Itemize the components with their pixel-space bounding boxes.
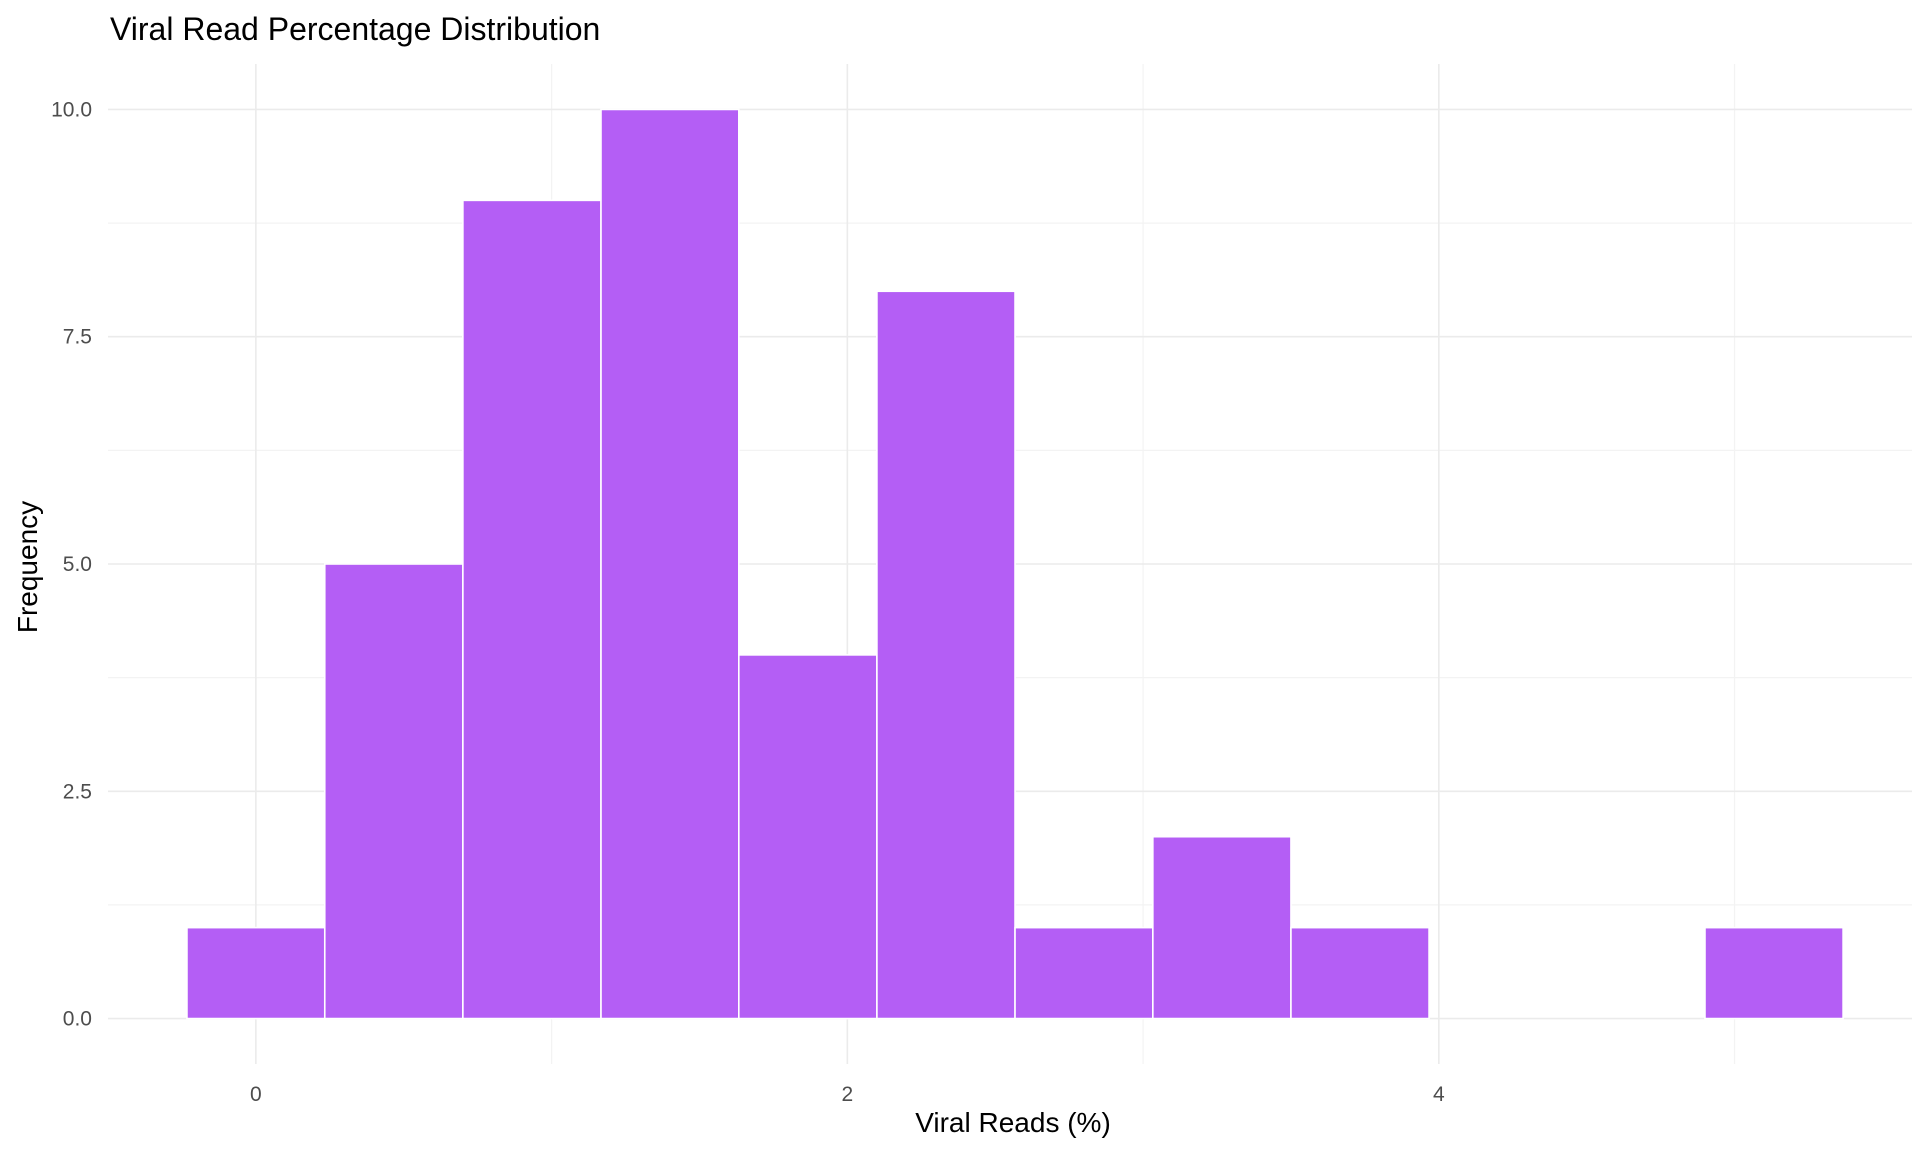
- y-tick-label: 10.0: [51, 98, 92, 121]
- histogram-bar: [186, 926, 326, 1020]
- x-tick-label: 2: [842, 1083, 854, 1106]
- y-tick-label: 2.5: [63, 780, 92, 803]
- x-axis-tick-labels: 0 2 4: [250, 1083, 1445, 1106]
- histogram-bar: [323, 563, 464, 1020]
- histogram-bar: [1290, 926, 1430, 1020]
- x-tick-label: 4: [1433, 1083, 1445, 1106]
- y-tick-label: 7.5: [63, 326, 92, 349]
- histogram-bar: [462, 199, 602, 1020]
- y-tick-label: 0.0: [63, 1008, 92, 1031]
- x-tick-label: 0: [250, 1083, 262, 1106]
- x-axis-title: Viral Reads (%): [915, 1107, 1111, 1138]
- y-tick-label: 5.0: [63, 553, 92, 576]
- y-axis-title: Frequency: [12, 501, 43, 633]
- chart-title: Viral Read Percentage Distribution: [110, 11, 600, 47]
- histogram-bar: [600, 108, 740, 1020]
- y-axis-tick-labels: 0.0 2.5 5.0 7.5 10.0: [51, 98, 92, 1030]
- histogram-bar: [1704, 926, 1844, 1020]
- histogram-bar: [738, 654, 878, 1020]
- histogram-bar: [876, 290, 1016, 1020]
- histogram-bar: [1014, 926, 1154, 1020]
- histogram-bar: [1152, 835, 1292, 1020]
- histogram-bars: [186, 108, 1844, 1020]
